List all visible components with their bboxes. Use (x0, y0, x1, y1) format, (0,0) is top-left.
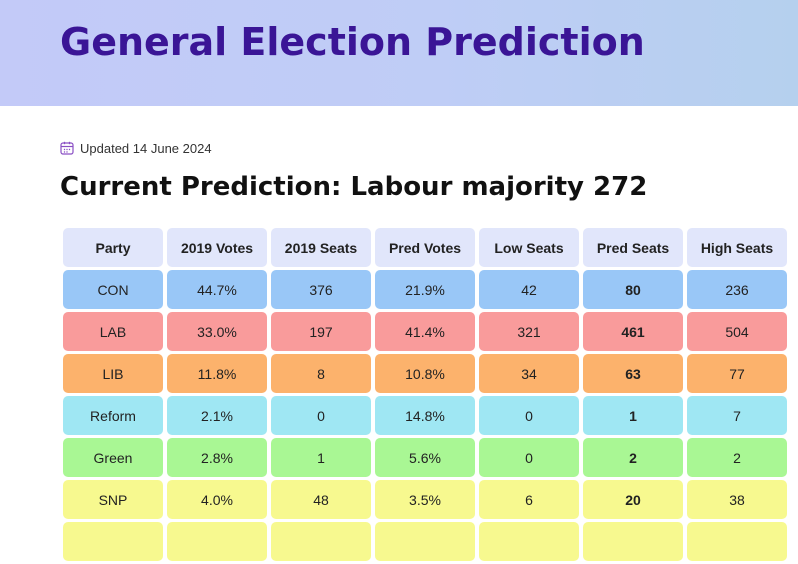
party-cell: Reform (63, 396, 163, 435)
column-header-low-seats: Low Seats (479, 228, 579, 267)
updated-line: Updated 14 June 2024 (60, 140, 212, 156)
column-header-pred-votes: Pred Votes (375, 228, 475, 267)
votes-2019-cell: 2.8% (167, 438, 267, 477)
table-header-row: Party 2019 Votes 2019 Seats Pred Votes L… (63, 228, 787, 267)
table-row: CON 44.7% 376 21.9% 42 80 236 (63, 270, 787, 309)
prediction-table: Party 2019 Votes 2019 Seats Pred Votes L… (59, 225, 791, 564)
pred-votes-cell: 41.4% (375, 312, 475, 351)
party-cell: Green (63, 438, 163, 477)
pred-seats-cell: 2 (583, 438, 683, 477)
seats-2019-cell: 8 (271, 354, 371, 393)
page-header: General Election Prediction (0, 0, 798, 106)
column-header-high-seats: High Seats (687, 228, 787, 267)
votes-2019-cell: 2.1% (167, 396, 267, 435)
pred-votes-cell (375, 522, 475, 561)
table-row: Reform 2.1% 0 14.8% 0 1 7 (63, 396, 787, 435)
votes-2019-cell: 11.8% (167, 354, 267, 393)
low-seats-cell: 34 (479, 354, 579, 393)
low-seats-cell: 0 (479, 396, 579, 435)
updated-text: Updated 14 June 2024 (80, 140, 212, 156)
low-seats-cell: 321 (479, 312, 579, 351)
pred-seats-cell: 20 (583, 480, 683, 519)
party-cell: LAB (63, 312, 163, 351)
pred-seats-cell: 80 (583, 270, 683, 309)
site-title: General Election Prediction (60, 20, 645, 64)
high-seats-cell: 236 (687, 270, 787, 309)
party-cell: SNP (63, 480, 163, 519)
high-seats-cell: 504 (687, 312, 787, 351)
party-cell (63, 522, 163, 561)
votes-2019-cell: 44.7% (167, 270, 267, 309)
pred-seats-cell (583, 522, 683, 561)
party-cell: CON (63, 270, 163, 309)
party-cell: LIB (63, 354, 163, 393)
seats-2019-cell: 376 (271, 270, 371, 309)
votes-2019-cell (167, 522, 267, 561)
pred-seats-cell: 1 (583, 396, 683, 435)
high-seats-cell (687, 522, 787, 561)
high-seats-cell: 77 (687, 354, 787, 393)
pred-votes-cell: 21.9% (375, 270, 475, 309)
pred-seats-cell: 461 (583, 312, 683, 351)
pred-votes-cell: 3.5% (375, 480, 475, 519)
prediction-title: Current Prediction: Labour majority 272 (60, 172, 648, 202)
calendar-icon (60, 141, 74, 155)
pred-votes-cell: 5.6% (375, 438, 475, 477)
seats-2019-cell: 48 (271, 480, 371, 519)
table-row: SNP 4.0% 48 3.5% 6 20 38 (63, 480, 787, 519)
high-seats-cell: 2 (687, 438, 787, 477)
votes-2019-cell: 33.0% (167, 312, 267, 351)
low-seats-cell: 0 (479, 438, 579, 477)
low-seats-cell (479, 522, 579, 561)
low-seats-cell: 42 (479, 270, 579, 309)
pred-seats-cell: 63 (583, 354, 683, 393)
column-header-party: Party (63, 228, 163, 267)
high-seats-cell: 7 (687, 396, 787, 435)
seats-2019-cell: 197 (271, 312, 371, 351)
column-header-pred-seats: Pred Seats (583, 228, 683, 267)
pred-votes-cell: 14.8% (375, 396, 475, 435)
column-header-2019-votes: 2019 Votes (167, 228, 267, 267)
table-row (63, 522, 787, 561)
votes-2019-cell: 4.0% (167, 480, 267, 519)
column-header-2019-seats: 2019 Seats (271, 228, 371, 267)
table-row: LIB 11.8% 8 10.8% 34 63 77 (63, 354, 787, 393)
seats-2019-cell: 1 (271, 438, 371, 477)
low-seats-cell: 6 (479, 480, 579, 519)
seats-2019-cell (271, 522, 371, 561)
table-row: LAB 33.0% 197 41.4% 321 461 504 (63, 312, 787, 351)
seats-2019-cell: 0 (271, 396, 371, 435)
table-row: Green 2.8% 1 5.6% 0 2 2 (63, 438, 787, 477)
pred-votes-cell: 10.8% (375, 354, 475, 393)
high-seats-cell: 38 (687, 480, 787, 519)
